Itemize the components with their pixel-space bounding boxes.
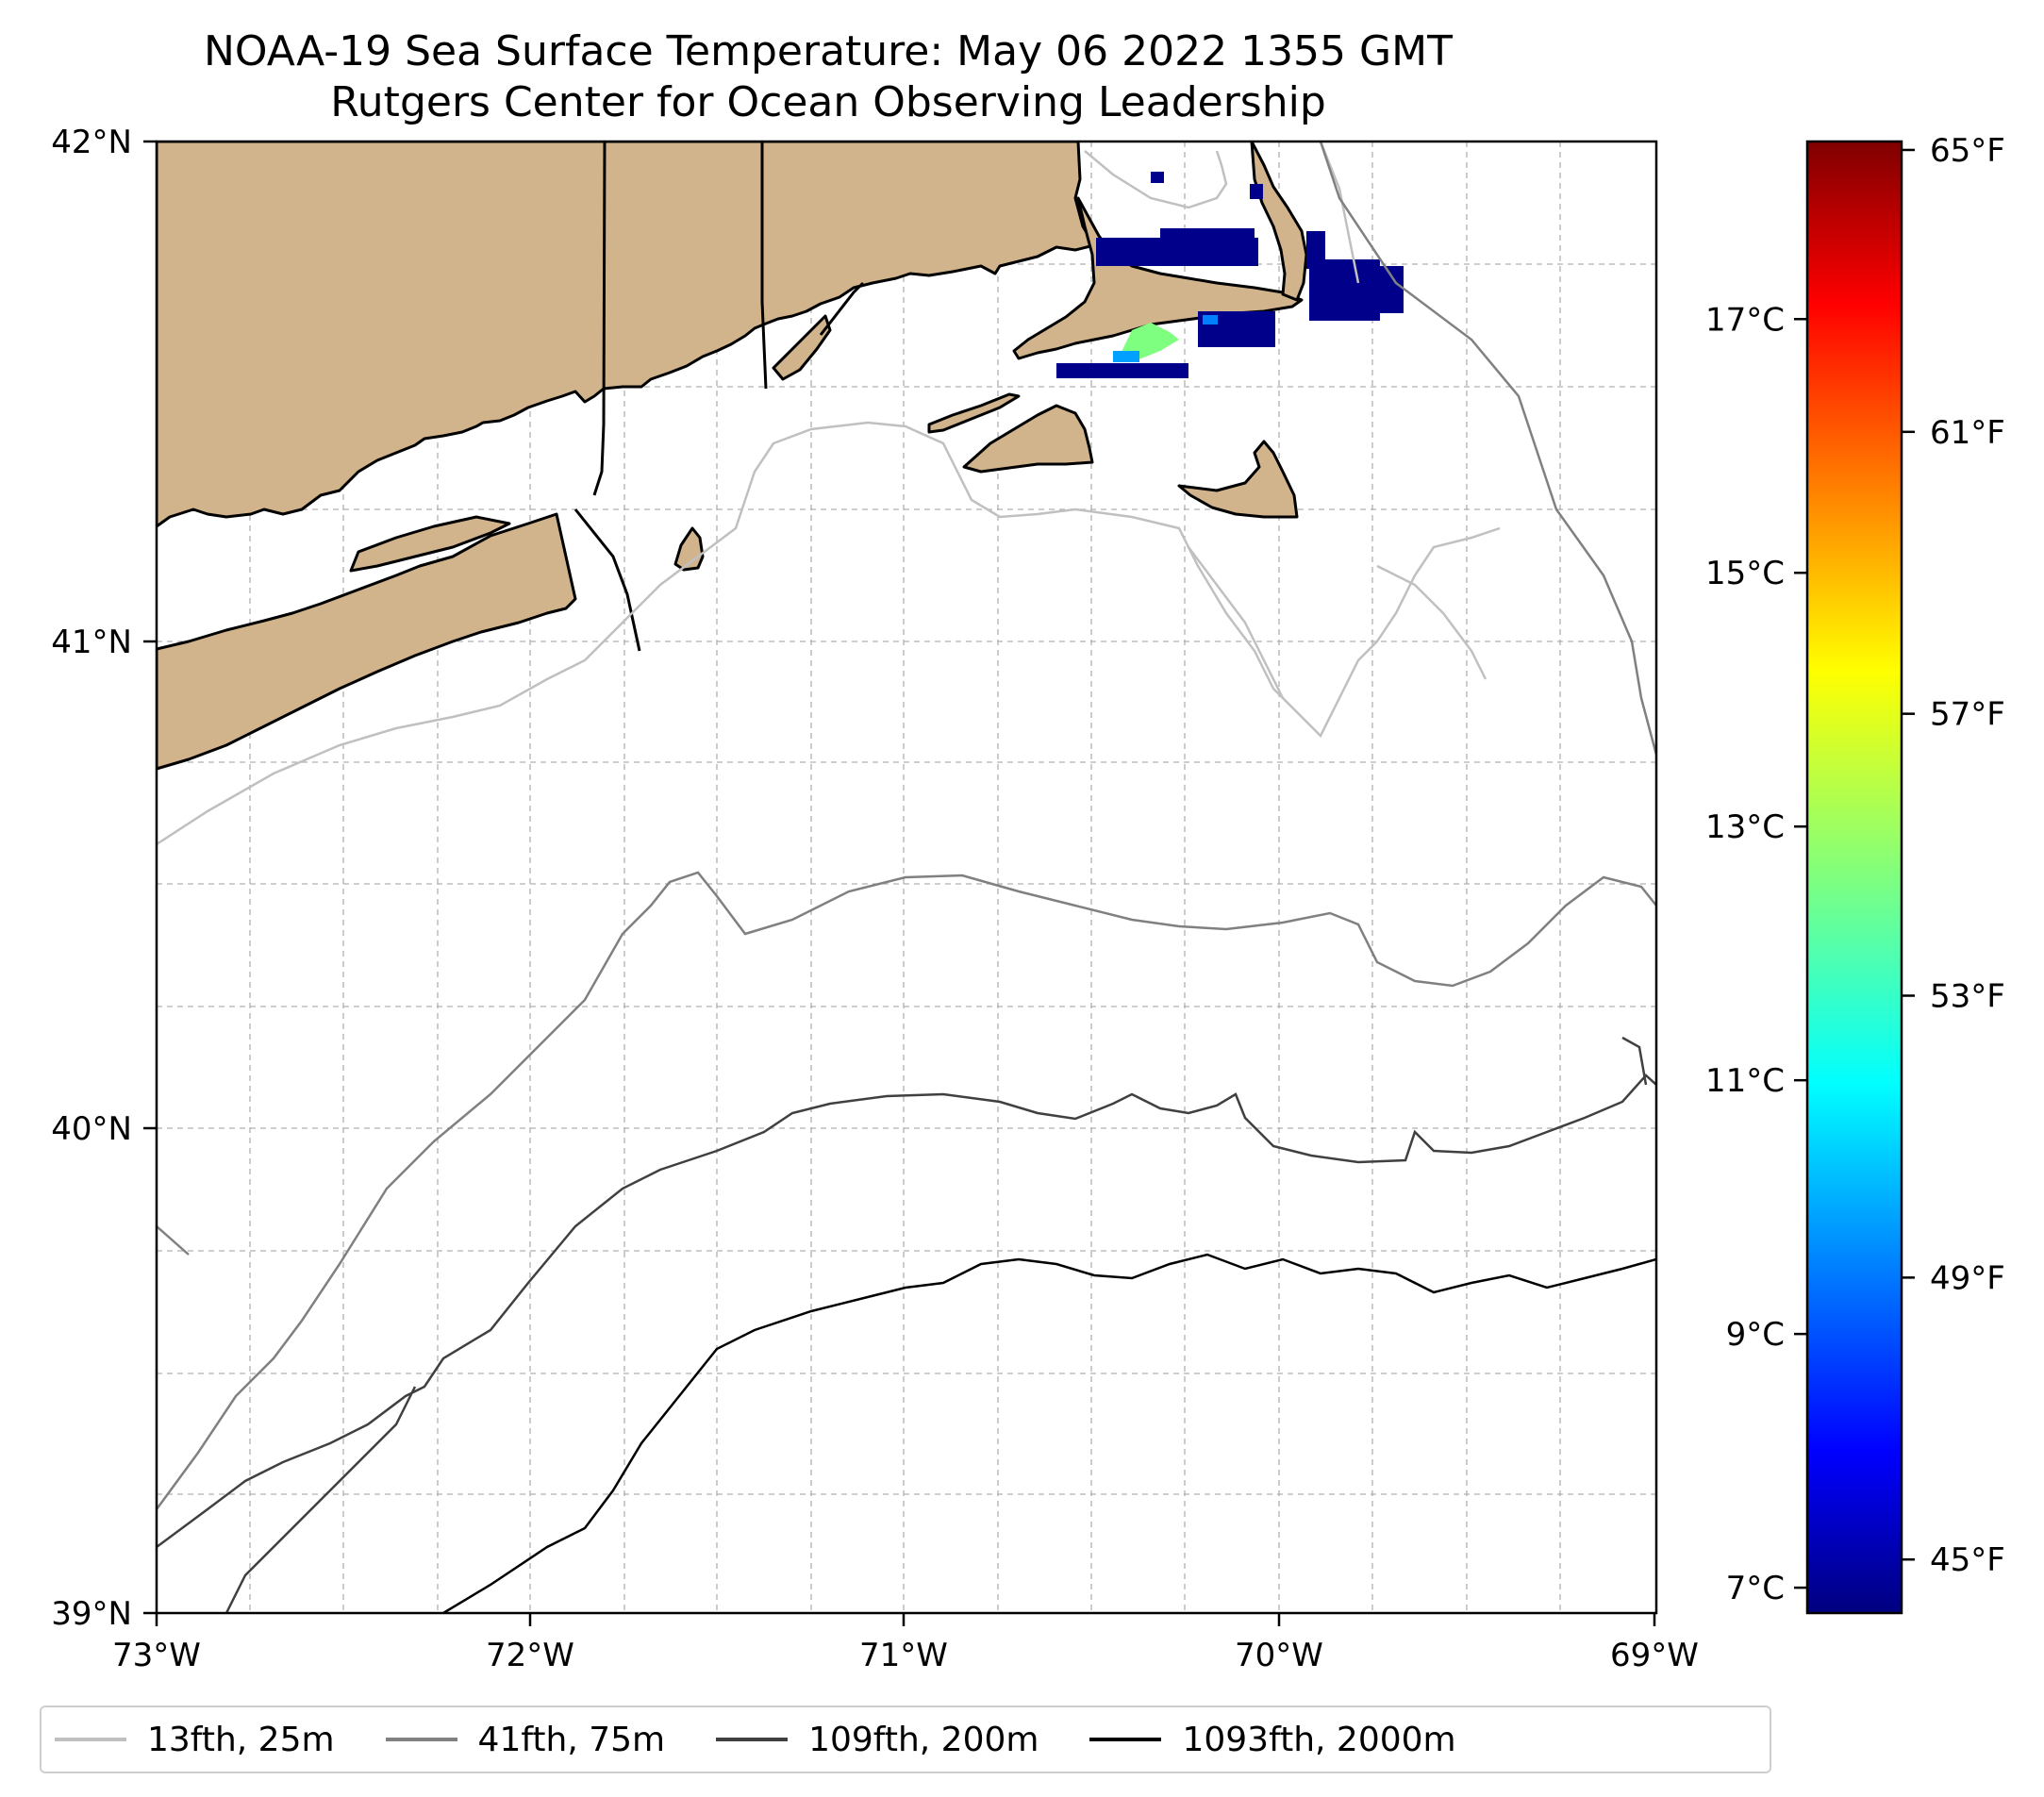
lon-tick-label: 72°W [486, 1637, 574, 1674]
narragansett-islands [772, 314, 832, 381]
lon-tick-label: 73°W [112, 1637, 201, 1674]
nantucket [1177, 440, 1299, 519]
legend: 13fth, 25m 41fth, 75m 109fth, 200m 1093f… [40, 1705, 1771, 1773]
legend-label: 109fth, 200m [808, 1720, 1039, 1759]
state-borders [573, 141, 865, 652]
contour-2000m [442, 1253, 1656, 1613]
sst-patch [1151, 172, 1164, 183]
colorbar-fahrenheit-label: 61°F [1930, 414, 2005, 452]
lon-tick-label: 69°W [1610, 1637, 1699, 1674]
colorbar-celsius-label: 11°C [1705, 1062, 1785, 1100]
sst-patch [1250, 184, 1263, 199]
long-island [157, 512, 577, 771]
contour-75m [157, 141, 1656, 1510]
legend-label: 1093fth, 2000m [1182, 1720, 1456, 1759]
colorbar-celsius-label: 7°C [1726, 1570, 1785, 1607]
lon-tick-label: 70°W [1235, 1637, 1323, 1674]
legend-label: 13fth, 25m [147, 1720, 335, 1759]
long-island-north-fork [349, 515, 511, 573]
chart-title-line-2: Rutgers Center for Ocean Observing Leade… [330, 78, 1326, 126]
lon-tick-label: 71°W [859, 1637, 948, 1674]
legend-swatch [55, 1738, 126, 1741]
legend-item-25m: 13fth, 25m [55, 1721, 335, 1759]
sst-data [1056, 172, 1404, 378]
lat-tick-label: 42°N [51, 124, 132, 161]
chart-title-line-1: NOAA-19 Sea Surface Temperature: May 06 … [204, 27, 1453, 75]
map-frame [155, 140, 1658, 1615]
colorbar-celsius-label: 13°C [1705, 808, 1785, 846]
colorbar-celsius-label: 15°C [1705, 555, 1785, 592]
land [157, 141, 1308, 771]
lat-tick-label: 40°N [51, 1110, 132, 1148]
colorbar-ticks [1794, 148, 1915, 1589]
sst-patch [1306, 231, 1325, 269]
colorbar-fahrenheit-label: 49°F [1930, 1259, 2005, 1297]
colorbar-fahrenheit-label: 65°F [1930, 132, 2005, 170]
colorbar-fahrenheit-label: 45°F [1930, 1541, 2005, 1579]
legend-label: 41fth, 75m [477, 1720, 666, 1759]
colorbar-labels: 17°C 15°C 13°C 11°C 9°C 7°C 65°F 61°F 57°F 53°F 49… [1705, 132, 2005, 1607]
colorbar-celsius-label: 17°C [1705, 301, 1785, 339]
sst-patch [1160, 228, 1255, 243]
contour-25m [157, 141, 1501, 846]
legend-swatch [716, 1738, 789, 1741]
colorbar-fahrenheit-label: 53°F [1930, 978, 2005, 1016]
marthas-vineyard [962, 404, 1094, 474]
map-tick-marks [143, 140, 1656, 1626]
colorbar-fahrenheit-label: 57°F [1930, 696, 2005, 734]
legend-item-200m: 109fth, 200m [716, 1721, 1039, 1759]
legend-item-75m: 41fth, 75m [385, 1720, 666, 1759]
legend-item-2000m: 1093fth, 2000m [1089, 1720, 1456, 1759]
colorbar [1805, 140, 1903, 1615]
lat-tick-label: 39°N [51, 1595, 132, 1633]
contour-200m [157, 1036, 1656, 1613]
elizabeth-islands [927, 392, 1021, 434]
sst-patch [1113, 351, 1139, 362]
mainland-new-england [157, 141, 1096, 528]
colorbar-celsius-label: 9°C [1726, 1316, 1785, 1354]
map-area [157, 141, 1656, 1613]
sst-patch [1309, 259, 1380, 321]
lat-tick-label: 41°N [51, 624, 132, 661]
legend-swatch [385, 1738, 457, 1741]
legend-swatch [1089, 1738, 1162, 1741]
sst-patch [1056, 363, 1188, 378]
sst-patch [1203, 315, 1218, 324]
cape-cod-forearm [1250, 141, 1308, 302]
